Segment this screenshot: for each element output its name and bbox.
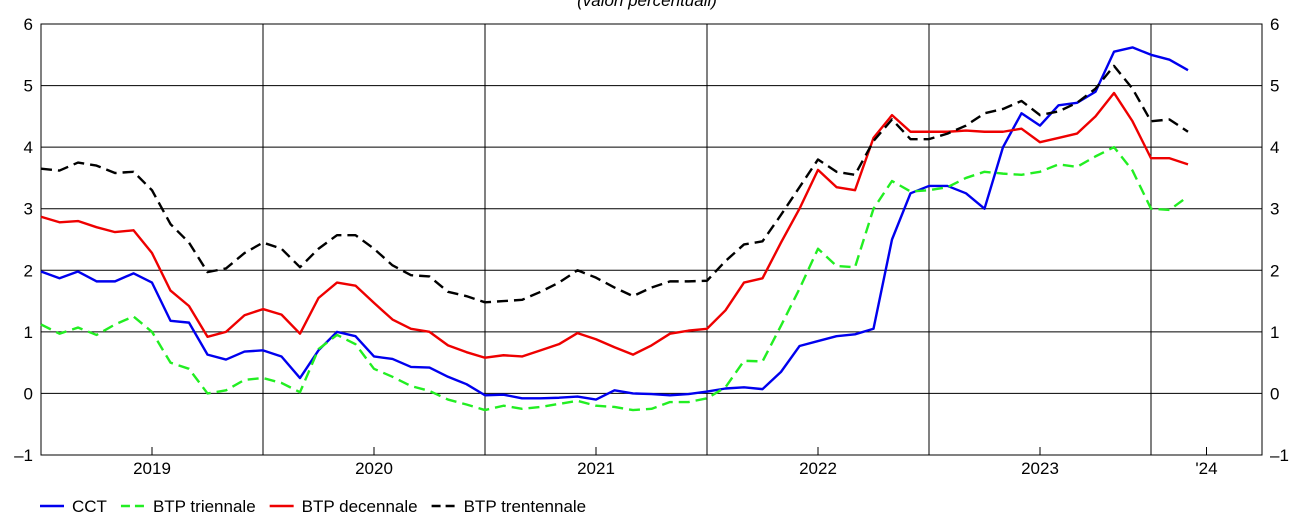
y2-tick-label: 3 xyxy=(1270,200,1279,219)
y-tick-label: 5 xyxy=(24,77,33,96)
legend-item: BTP trentennale xyxy=(431,497,587,516)
y2-tick-label: 0 xyxy=(1270,384,1279,403)
series-line xyxy=(40,145,1189,412)
legend-label: BTP trentennale xyxy=(464,497,587,516)
y-tick-label: 4 xyxy=(24,138,33,157)
legend-label: CCT xyxy=(72,497,107,516)
y2-tick-label: 1 xyxy=(1270,323,1279,342)
x-tick-label: 2019 xyxy=(133,459,171,478)
y-tick-label: 1 xyxy=(24,323,33,342)
y-tick-label: 2 xyxy=(24,261,33,280)
legend-item: BTP triennale xyxy=(120,497,256,516)
y-tick-label: 6 xyxy=(24,15,33,34)
y2-tick-label: 5 xyxy=(1270,77,1279,96)
y-tick-label: 3 xyxy=(24,200,33,219)
plot-frame xyxy=(40,23,1263,456)
series-line xyxy=(40,91,1189,359)
y2-tick-label: –1 xyxy=(1270,446,1289,465)
chart-subtitle: (valori percentuali) xyxy=(577,0,717,10)
series-line xyxy=(40,64,1189,304)
legend-item: BTP decennale xyxy=(269,497,418,516)
x-tick-label: '24 xyxy=(1195,459,1217,478)
x-tick-label: 2023 xyxy=(1021,459,1059,478)
y2-tick-label: 6 xyxy=(1270,15,1279,34)
series-line xyxy=(40,46,1189,401)
y2-tick-label: 4 xyxy=(1270,138,1279,157)
x-tick-label: 2022 xyxy=(799,459,837,478)
legend-label: BTP triennale xyxy=(153,497,256,516)
y-tick-label: 0 xyxy=(24,384,33,403)
x-tick-label: 2020 xyxy=(355,459,393,478)
y2-tick-label: 2 xyxy=(1270,261,1279,280)
y-tick-label: –1 xyxy=(14,446,33,465)
legend-item: CCT xyxy=(40,497,107,516)
legend-label: BTP decennale xyxy=(302,497,418,516)
x-tick-label: 2021 xyxy=(577,459,615,478)
